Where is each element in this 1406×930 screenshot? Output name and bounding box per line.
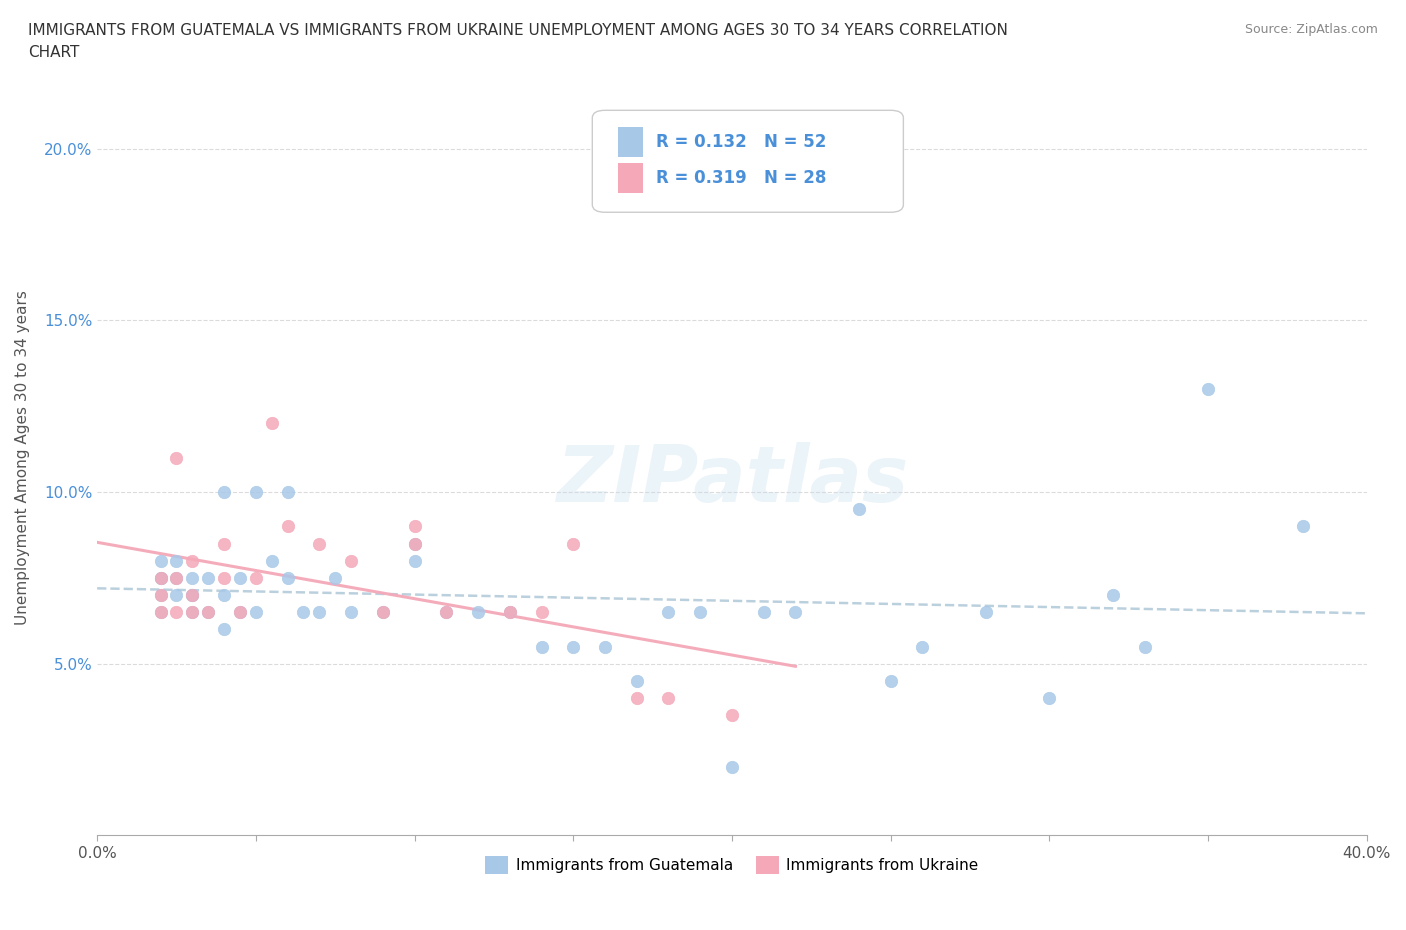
Point [721,708,744,723]
Point [371,604,394,619]
Point [149,570,172,585]
Point [149,570,172,585]
Text: IMMIGRANTS FROM GUATEMALA VS IMMIGRANTS FROM UKRAINE UNEMPLOYMENT AMONG AGES 30 : IMMIGRANTS FROM GUATEMALA VS IMMIGRANTS … [28,23,1008,38]
Point [181,604,204,619]
Point [229,604,252,619]
Point [562,639,585,654]
Point [166,553,188,568]
Point [166,450,188,465]
Point [260,416,283,431]
FancyBboxPatch shape [592,111,904,212]
Point [245,570,267,585]
Point [404,536,426,551]
Point [1102,588,1125,603]
Point [1197,381,1219,396]
Point [404,536,426,551]
Point [530,639,553,654]
Point [499,604,522,619]
Point [181,588,204,603]
Point [229,604,252,619]
Point [530,604,553,619]
Point [181,553,204,568]
Legend: Immigrants from Guatemala, Immigrants from Ukraine: Immigrants from Guatemala, Immigrants fr… [479,850,984,881]
Point [166,570,188,585]
Point [181,604,204,619]
Point [197,604,219,619]
Point [212,622,235,637]
Point [277,485,299,499]
Point [308,536,330,551]
Point [911,639,934,654]
Point [974,604,997,619]
Point [245,604,267,619]
Point [212,570,235,585]
Point [212,588,235,603]
Point [879,673,901,688]
Point [721,759,744,774]
Point [752,604,775,619]
Point [181,570,204,585]
Point [181,588,204,603]
Point [212,485,235,499]
Text: R = 0.319   N = 28: R = 0.319 N = 28 [655,169,827,187]
Point [166,604,188,619]
Point [467,604,489,619]
FancyBboxPatch shape [617,126,643,157]
Point [149,570,172,585]
Point [626,691,648,706]
Point [260,553,283,568]
Point [785,604,807,619]
Point [166,588,188,603]
Point [340,604,363,619]
Point [149,588,172,603]
Point [689,604,711,619]
Point [212,536,235,551]
Point [149,588,172,603]
Point [404,553,426,568]
Point [848,502,870,517]
Point [657,604,679,619]
Point [245,485,267,499]
Point [323,570,346,585]
Point [562,536,585,551]
Point [308,604,330,619]
Point [499,604,522,619]
Point [1038,691,1060,706]
Text: ZIPatlas: ZIPatlas [555,443,908,518]
Point [657,691,679,706]
Point [340,553,363,568]
Point [593,639,616,654]
Point [277,570,299,585]
Point [181,588,204,603]
Point [166,570,188,585]
Point [434,604,457,619]
Point [1133,639,1156,654]
Point [626,673,648,688]
Text: Source: ZipAtlas.com: Source: ZipAtlas.com [1244,23,1378,36]
Point [434,604,457,619]
Y-axis label: Unemployment Among Ages 30 to 34 years: Unemployment Among Ages 30 to 34 years [15,290,30,625]
Point [404,519,426,534]
Point [149,604,172,619]
FancyBboxPatch shape [617,163,643,193]
Point [149,604,172,619]
Point [1292,519,1315,534]
Point [229,570,252,585]
Text: CHART: CHART [28,45,80,60]
Point [277,519,299,534]
Point [197,604,219,619]
Point [197,570,219,585]
Text: R = 0.132   N = 52: R = 0.132 N = 52 [655,133,827,151]
Point [371,604,394,619]
Point [149,553,172,568]
Point [292,604,315,619]
